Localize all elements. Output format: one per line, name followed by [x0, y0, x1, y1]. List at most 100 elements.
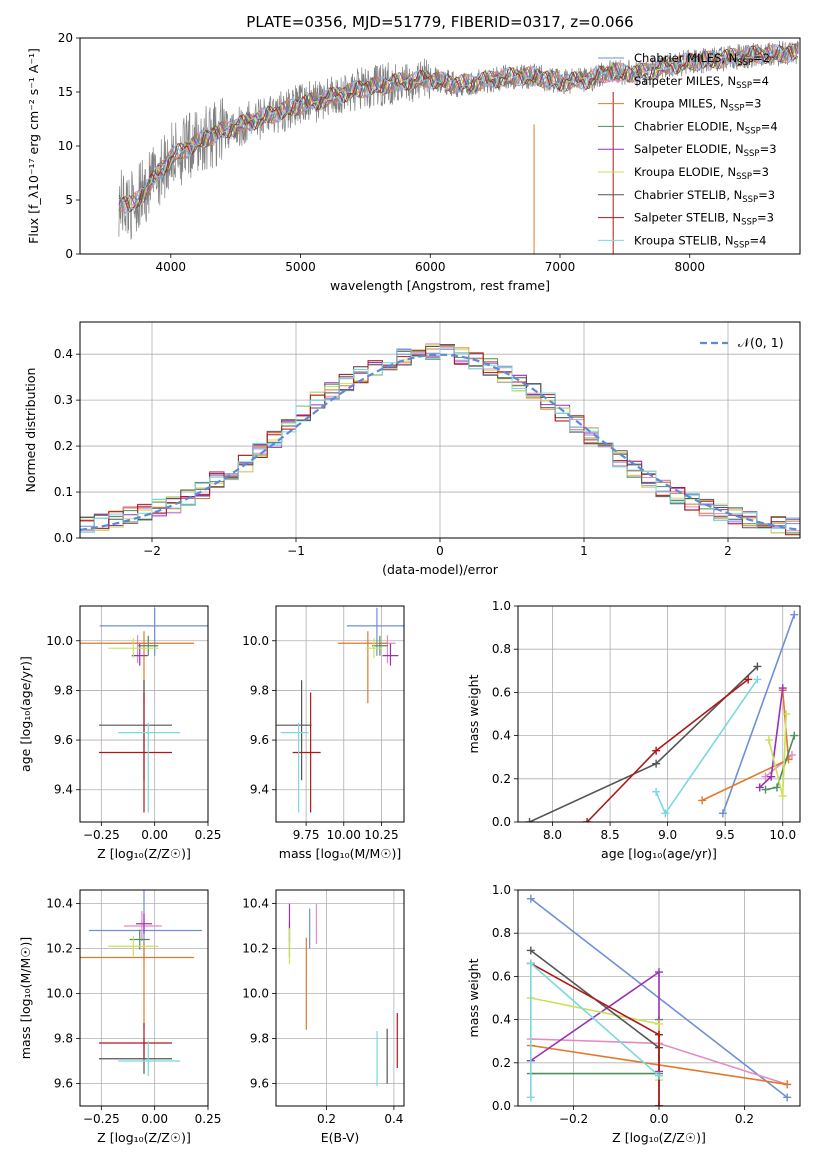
weight-z-plot-area	[526, 894, 792, 1106]
age-mass-ytick-label-2: 9.8	[250, 683, 269, 697]
series-marker-chabrier-elodie	[761, 785, 770, 794]
spectrum-xtick-label-2: 6000	[415, 260, 446, 274]
series-marker-kroupa-stelib	[526, 1093, 535, 1102]
legend-label-gaussian: 𝒩(0, 1)	[738, 335, 784, 350]
histogram-ytick-label-3: 0.3	[54, 393, 73, 407]
weight-z-ytick-label-5: 1.0	[492, 883, 511, 897]
histogram-legend: 𝒩(0, 1)	[700, 335, 784, 350]
mass-z-ytick-label-4: 10.4	[46, 897, 73, 911]
histogram-xtick-label-1: −1	[287, 544, 305, 558]
mass-z-plot-area	[80, 890, 202, 1076]
series-marker-kroupa-elodie	[764, 735, 773, 744]
weight-z-xlabel: Z [log₁₀(Z/Z☉)]	[612, 1130, 706, 1145]
histogram-plot-area	[80, 343, 800, 536]
age-mass-ytick-label-0: 9.4	[250, 783, 269, 797]
spectrum-axes: 4000 5000 6000 7000 8000 0 5 10 15 20 wavelength […	[26, 31, 705, 293]
model-spectrum-kroupa-stelib	[118, 43, 799, 213]
age-z-ytick-label-3: 10.0	[46, 634, 73, 648]
weight-age-xlabel: age [log₁₀(age/yr)]	[601, 846, 717, 861]
series-marker-kroupa-elodie	[782, 710, 791, 718]
model-spectrum-salpeter-stelib	[118, 44, 798, 213]
age-z-xtick-label-2: 0.25	[195, 828, 222, 842]
age-z-plot-area	[80, 607, 208, 813]
age-z-ylabel: age [log₁₀(age/yr)]	[18, 656, 33, 772]
series-marker-salpeter-miles	[787, 751, 796, 760]
mass-z-xtick-label-0: −0.25	[83, 1112, 120, 1126]
series-line-salpeter-elodie	[530, 970, 660, 1072]
histogram-xtick-label-3: 1	[580, 544, 588, 558]
series-marker-salpeter-stelib	[583, 818, 592, 822]
mass-z-ytick-label-2: 10.0	[46, 987, 73, 1001]
mass-ebv-plot-area	[288, 903, 398, 1086]
model-spectrum-salpeter-elodie	[118, 43, 799, 206]
weight-age-frame	[517, 605, 801, 823]
spectrum-legend: Chabrier MILES, NSSP=2 Salpeter MILES, NS…	[598, 51, 778, 250]
weight-z-ytick-label-1: 0.2	[492, 1056, 511, 1070]
age-mass-xlabel: mass [log₁₀(M/M☉)]	[279, 846, 401, 861]
age-mass-axes: 9.75 10.00 10.25 9.4 9.6 9.8 10.0 mass [log₁₀(M…	[242, 606, 404, 861]
series-marker-kroupa-elodie	[778, 792, 787, 801]
series-marker-kroupa-elodie	[655, 1019, 663, 1028]
legend-label-kroupa-elodie: Kroupa ELODIE, NSSP=3	[634, 165, 769, 182]
weight-age-ytick-label-2: 0.4	[492, 729, 511, 743]
age-z-frame	[79, 605, 209, 823]
series-line-salpeter-miles	[764, 754, 793, 778]
series-marker-kroupa-stelib	[661, 809, 670, 818]
age-z-axes: −0.25 0.00 0.25 9.4 9.6 9.8 10.0 Z [log₁₀(Z/Z☉)…	[18, 606, 221, 861]
legend-label-chabrier-miles: Chabrier MILES, NSSP=2	[634, 51, 770, 68]
weight-z-ylabel: mass weight	[466, 958, 481, 1037]
weight-z-ytick-label-2: 0.4	[492, 1013, 511, 1027]
series-marker-salpeter-stelib	[655, 1030, 663, 1039]
spectrum-ytick-label-0: 0	[65, 247, 73, 261]
mass-ebv-frame	[275, 889, 405, 1107]
mass-ebv-ytick-label-0: 9.6	[250, 1077, 269, 1091]
weight-z-ytick-label-4: 0.8	[492, 926, 511, 940]
series-marker-chabrier-elodie	[790, 731, 799, 740]
histogram-ytick-label-2: 0.2	[54, 439, 73, 453]
series-marker-salpeter-elodie	[755, 783, 764, 792]
series-marker-chabrier-miles	[718, 809, 727, 818]
weight-age-ytick-label-4: 0.8	[492, 642, 511, 656]
histogram-xtick-label-0: −2	[143, 544, 161, 558]
weight-z-xtick-label-0: −0.2	[559, 1112, 588, 1126]
mass-z-axes: −0.25 0.00 0.25 9.6 9.8 10.0 10.2 10.4 Z [log₁₀(…	[18, 890, 221, 1145]
weight-z-ytick-label-0: 0.0	[492, 1099, 511, 1113]
spectrum-xlabel: wavelength [Angstrom, rest frame]	[330, 278, 550, 293]
series-marker-salpeter-stelib	[655, 1102, 663, 1106]
mass-z-ytick-label-0: 9.6	[54, 1077, 73, 1091]
mass-z-ylabel: mass [log₁₀(M/M☉)]	[18, 937, 33, 1059]
mass-z-xlabel: Z [log₁₀(Z/Z☉)]	[97, 1130, 191, 1145]
figure-title: PLATE=0356, MJD=51779, FIBERID=0317, z=0…	[246, 13, 634, 31]
series-marker-chabrier-stelib	[753, 662, 762, 671]
series-marker-kroupa-stelib	[753, 675, 762, 684]
spectrum-xtick-label-1: 5000	[285, 260, 316, 274]
spectrum-ytick-label-2: 10	[58, 139, 73, 153]
spectrum-ylabel: Flux [f_λ10⁻¹⁷ erg cm⁻² s⁻¹ A⁻¹]	[26, 48, 41, 244]
legend-label-kroupa-stelib: Kroupa STELIB, NSSP=4	[634, 233, 766, 250]
weight-age-plot-area	[525, 610, 799, 822]
weight-age-ytick-label-0: 0.0	[492, 815, 511, 829]
histogram-ytick-label-4: 0.4	[54, 347, 73, 361]
weight-age-xtick-label-4: 10.0	[769, 828, 796, 842]
legend-label-kroupa-miles: Kroupa MILES, NSSP=3	[634, 97, 761, 114]
weight-age-xtick-label-1: 8.5	[601, 828, 620, 842]
series-marker-salpeter-stelib	[652, 746, 661, 755]
spectrum-xtick-label-3: 7000	[545, 260, 576, 274]
age-z-ytick-label-2: 9.8	[54, 683, 73, 697]
spectrum-ytick-label-3: 15	[58, 85, 73, 99]
series-marker-chabrier-stelib	[525, 818, 534, 822]
histogram-xlabel: (data-model)/error	[382, 562, 499, 577]
mass-ebv-xlabel: E(B-V)	[321, 1130, 360, 1145]
model-spectrum-chabrier-stelib	[118, 45, 799, 212]
weight-z-xtick-label-1: 0.0	[649, 1112, 668, 1126]
series-marker-salpeter-stelib	[744, 675, 753, 684]
legend-label-chabrier-stelib: Chabrier STELIB, NSSP=3	[634, 188, 775, 205]
legend-label-salpeter-elodie: Salpeter ELODIE, NSSP=3	[634, 142, 777, 159]
weight-age-ytick-label-5: 1.0	[492, 599, 511, 613]
mass-z-ytick-label-1: 9.8	[54, 1032, 73, 1046]
spectrum-frame	[79, 37, 801, 255]
age-mass-ytick-label-1: 9.6	[250, 733, 269, 747]
histogram-ytick-label-0: 0.0	[54, 531, 73, 545]
series-marker-chabrier-miles	[526, 894, 535, 903]
legend-label-chabrier-elodie: Chabrier ELODIE, NSSP=4	[634, 119, 778, 136]
